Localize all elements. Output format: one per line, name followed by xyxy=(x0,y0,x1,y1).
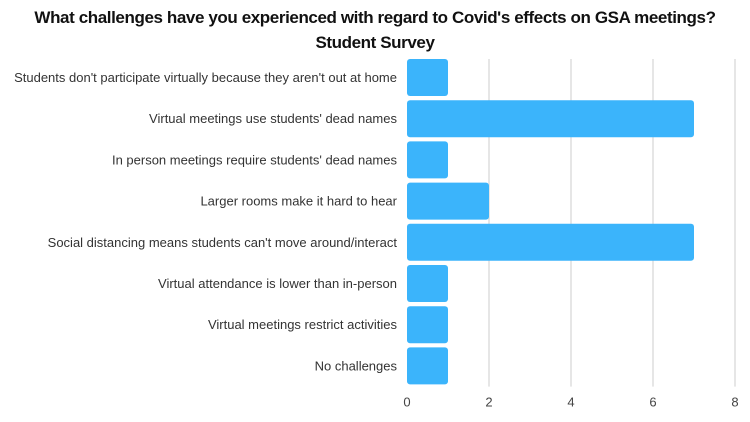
category-label: Social distancing means students can't m… xyxy=(48,235,398,250)
category-label: Virtual meetings restrict activities xyxy=(208,317,398,332)
x-tick-label: 6 xyxy=(649,395,656,410)
bar xyxy=(407,182,489,220)
x-tick-label: 4 xyxy=(567,395,574,410)
bar xyxy=(407,347,448,385)
category-label: Virtual meetings use students' dead name… xyxy=(149,111,397,126)
category-label: Virtual attendance is lower than in-pers… xyxy=(158,276,397,291)
category-label: Larger rooms make it hard to hear xyxy=(200,194,397,209)
x-tick-label: 2 xyxy=(485,395,492,410)
chart-subtitle: Student Survey xyxy=(315,33,435,52)
bar xyxy=(407,223,694,261)
bar xyxy=(407,141,448,179)
x-tick-label: 8 xyxy=(731,395,738,410)
x-tick-label: 0 xyxy=(403,395,410,410)
bar xyxy=(407,306,448,344)
bar xyxy=(407,265,448,302)
category-label: No challenges xyxy=(315,358,398,373)
category-label: In person meetings require students' dea… xyxy=(112,152,398,167)
bar xyxy=(407,100,694,138)
chart-title: What challenges have you experienced wit… xyxy=(34,8,716,27)
bar xyxy=(407,59,448,96)
category-label: Students don't participate virtually bec… xyxy=(14,70,397,85)
